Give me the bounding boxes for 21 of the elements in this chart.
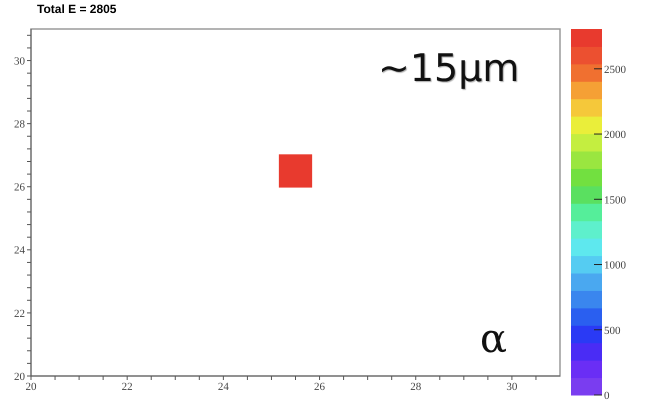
color-bar-label: 2000 [604,129,626,142]
color-bar-label: 2500 [604,64,626,76]
x-tick-label: 30 [506,380,518,393]
y-tick-label: 20 [14,370,26,383]
y-tick-label: 26 [14,182,26,194]
x-tick-label: 22 [122,380,133,393]
color-bar-label: 0 [604,390,610,402]
y-tick-label: 28 [14,118,26,131]
x-tick-label: 20 [26,380,37,393]
annotation: ~15μm [378,46,520,90]
y-tick-label: 22 [14,308,25,320]
color-bar-label: 1500 [604,194,626,206]
x-tick-label: 24 [218,380,230,393]
x-tick-label: 26 [314,380,326,393]
color-bar-label: 1000 [604,260,626,272]
color-bar-label: 500 [604,324,621,337]
x-tick-label: 28 [410,380,422,393]
annotation: α [480,316,508,362]
chart-title: Total E = 2805 [37,2,116,16]
y-tick-label: 24 [14,244,26,257]
y-tick-label: 30 [14,55,26,68]
